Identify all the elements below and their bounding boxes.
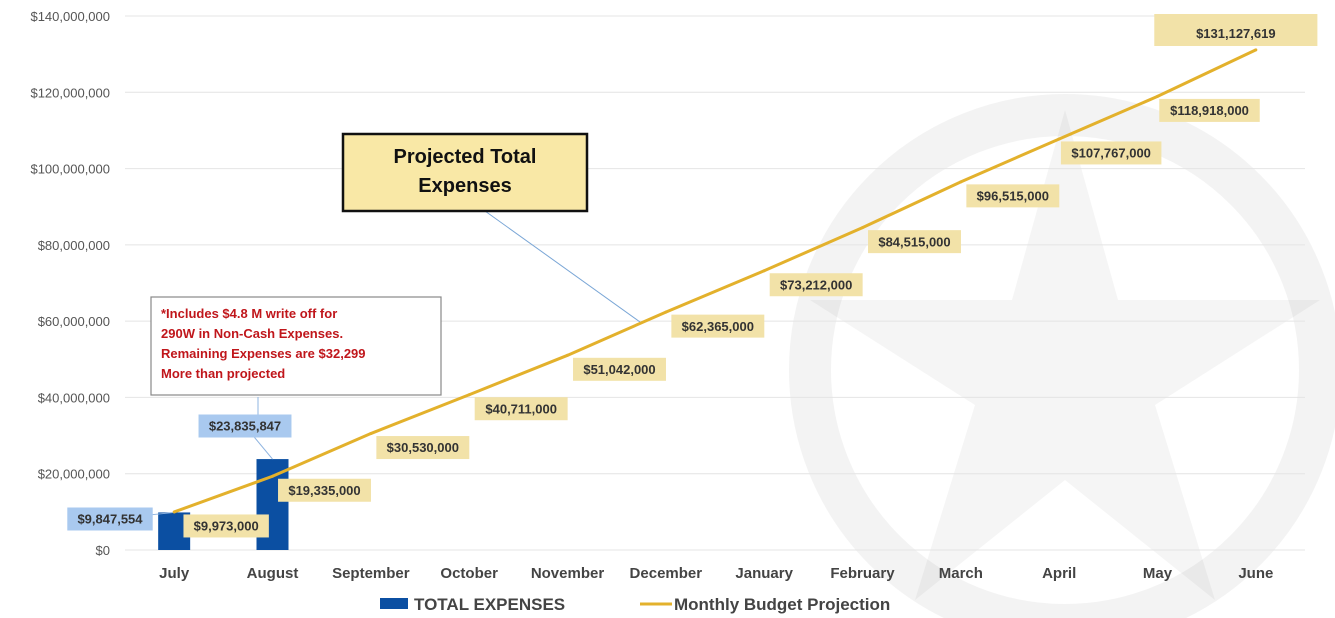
line-point bbox=[172, 510, 176, 514]
callout-leader bbox=[484, 210, 641, 323]
line-data-label-final: $131,127,619 bbox=[1196, 26, 1276, 41]
line-data-label-bg bbox=[278, 478, 371, 502]
x-tick-label: October bbox=[440, 565, 498, 582]
line-point bbox=[1254, 48, 1258, 52]
line-data-label-bg bbox=[376, 436, 470, 460]
line-data-label-bg bbox=[183, 514, 269, 538]
x-tick-label: February bbox=[830, 565, 895, 582]
line-data-label: $73,212,000 bbox=[780, 277, 852, 292]
y-tick-label: $140,000,000 bbox=[30, 9, 110, 24]
line-data-label-bg bbox=[1060, 141, 1162, 165]
line-point bbox=[762, 269, 766, 273]
x-tick-label: November bbox=[531, 565, 605, 582]
x-tick-label: May bbox=[1143, 565, 1173, 582]
line-data-label: $107,767,000 bbox=[1071, 146, 1151, 161]
line-point bbox=[861, 226, 864, 230]
x-tick-label: December bbox=[630, 565, 703, 582]
line-data-label: $62,365,000 bbox=[682, 319, 754, 334]
x-tick-label: June bbox=[1238, 565, 1273, 582]
legend-monthly-budget: Monthly Budget Projection bbox=[674, 595, 890, 614]
line-data-label: $30,530,000 bbox=[387, 440, 459, 455]
callout-line-1: Projected Total bbox=[394, 146, 537, 168]
note-line-3: Remaining Expenses are $32,299 bbox=[161, 346, 366, 361]
line-data-label-final-bg bbox=[1154, 14, 1318, 46]
line-point bbox=[664, 310, 668, 314]
x-tick-label: July bbox=[159, 565, 190, 582]
y-tick-label: $120,000,000 bbox=[30, 85, 110, 100]
y-tick-label: $60,000,000 bbox=[38, 314, 110, 329]
line-data-label: $40,711,000 bbox=[485, 401, 557, 416]
bar-data-label-bg bbox=[198, 414, 292, 438]
line-data-label: $118,918,000 bbox=[1170, 103, 1249, 118]
y-tick-label: $40,000,000 bbox=[38, 390, 110, 405]
line-monthly-budget-projection bbox=[173, 48, 1257, 514]
note-line-4: More than projected bbox=[161, 366, 285, 381]
line-data-label: $19,335,000 bbox=[288, 483, 360, 498]
bar-data-label: $23,835,847 bbox=[209, 419, 281, 434]
legend-bar-swatch bbox=[380, 598, 408, 609]
line-point bbox=[271, 474, 274, 478]
x-tick-label: April bbox=[1042, 565, 1076, 582]
y-tick-label: $80,000,000 bbox=[38, 238, 110, 253]
y-tick-label: $20,000,000 bbox=[38, 467, 110, 482]
note-line-1: *Includes $4.8 M write off for bbox=[161, 306, 337, 321]
line-data-label-bg bbox=[868, 230, 961, 254]
line-data-label-bg bbox=[1159, 98, 1260, 122]
x-tick-label: August bbox=[247, 565, 299, 582]
note-line-2: 290W in Non-Cash Expenses. bbox=[161, 326, 343, 341]
x-tick-label: January bbox=[735, 565, 793, 582]
bar-data-label-bg bbox=[67, 507, 153, 531]
line-data-label-bg bbox=[573, 357, 666, 381]
line-data-label: $9,973,000 bbox=[194, 519, 259, 534]
line-data-label: $84,515,000 bbox=[878, 234, 950, 249]
line-data-label: $96,515,000 bbox=[977, 189, 1049, 204]
bar-data-label: $9,847,554 bbox=[77, 512, 143, 527]
line-point bbox=[1156, 94, 1159, 98]
line-data-label-bg bbox=[966, 184, 1060, 208]
x-tick-label: March bbox=[939, 565, 983, 582]
line-point bbox=[959, 180, 963, 184]
line-point bbox=[369, 432, 373, 436]
line-point bbox=[467, 393, 471, 397]
line-data-label-bg bbox=[671, 314, 765, 338]
line-data-label-bg bbox=[474, 397, 568, 421]
line-data-label: $51,042,000 bbox=[583, 362, 655, 377]
line-point bbox=[1057, 137, 1061, 141]
line-data-label-bg bbox=[769, 273, 863, 297]
projected-total-callout: Projected Total Expenses bbox=[341, 132, 589, 213]
legend: TOTAL EXPENSES Monthly Budget Projection bbox=[380, 595, 890, 614]
y-tick-label: $0 bbox=[96, 543, 110, 558]
callout-line-2: Expenses bbox=[418, 175, 511, 197]
line-point bbox=[566, 353, 569, 357]
legend-total-expenses: TOTAL EXPENSES bbox=[414, 595, 565, 614]
write-off-note: *Includes $4.8 M write off for 290W in N… bbox=[150, 296, 442, 396]
x-tick-label: September bbox=[332, 565, 410, 582]
watermark-star-shape bbox=[810, 110, 1320, 600]
y-tick-label: $100,000,000 bbox=[30, 162, 110, 177]
watermark-star-icon bbox=[789, 94, 1335, 618]
